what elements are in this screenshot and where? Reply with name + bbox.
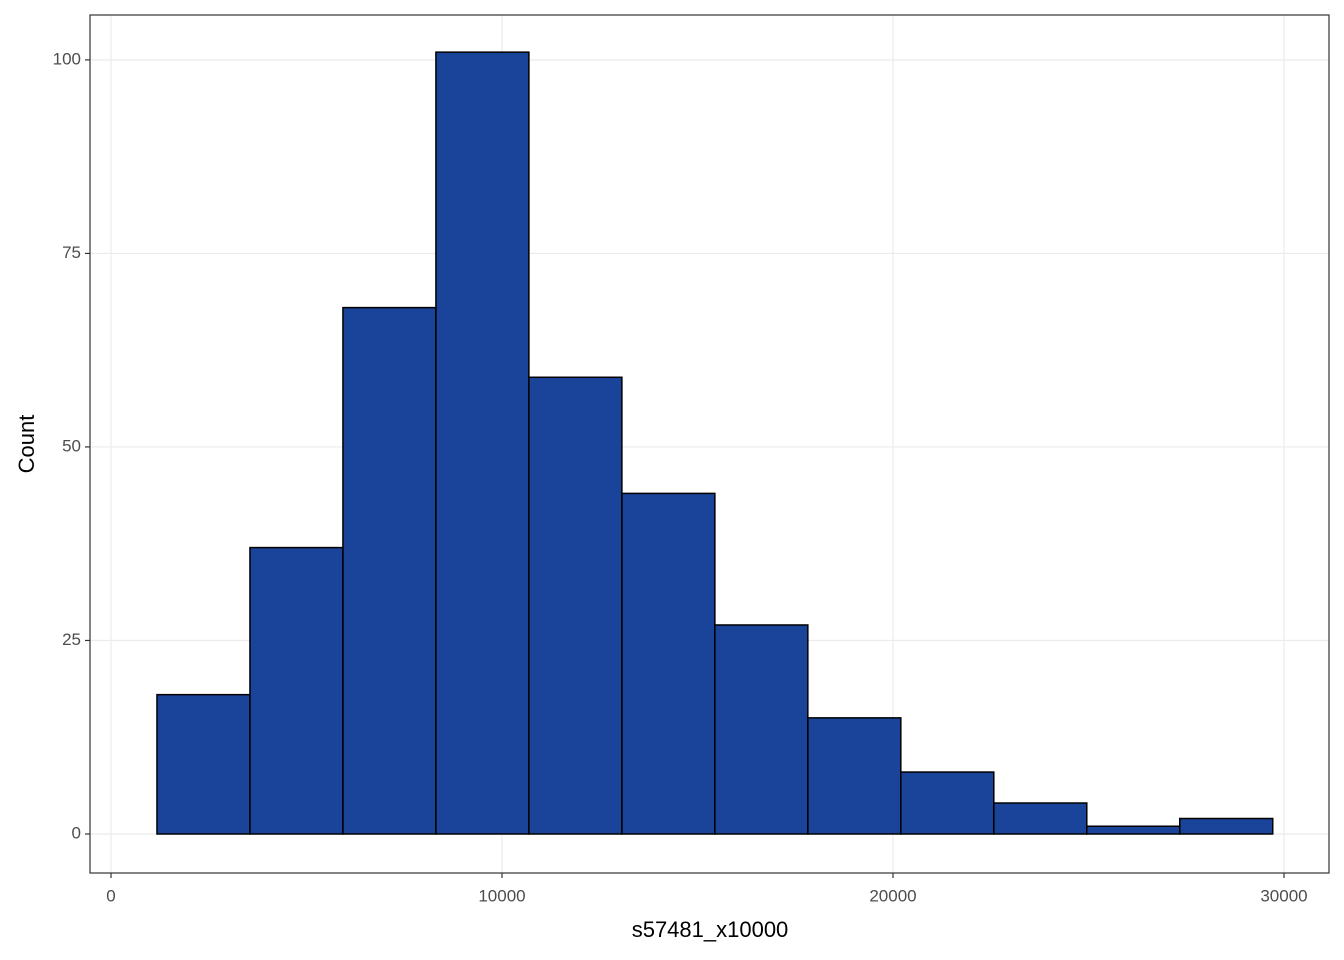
bar (621, 492, 716, 835)
y-tick-label: 75 (62, 243, 81, 262)
bar (342, 306, 437, 835)
bar (993, 802, 1088, 835)
y-tick-label: 25 (62, 630, 81, 649)
bar (900, 771, 995, 835)
x-tick-label: 10000 (478, 886, 525, 905)
y-tick-label: 0 (72, 823, 81, 842)
bar (714, 624, 809, 835)
bar (1179, 817, 1274, 835)
y-tick-label: 100 (53, 49, 81, 68)
bar (156, 693, 251, 835)
plot-border (89, 14, 1330, 874)
bar (528, 376, 623, 835)
bar (249, 546, 344, 835)
bar (1086, 825, 1181, 835)
y-axis-title: Count (14, 415, 39, 474)
bar (435, 51, 530, 835)
x-tick-label: 0 (106, 886, 115, 905)
x-tick-label: 20000 (869, 886, 916, 905)
bar (807, 717, 902, 835)
y-tick-label: 50 (62, 436, 81, 455)
x-tick-label: 30000 (1260, 886, 1307, 905)
x-axis-title: s57481_x10000 (632, 917, 789, 942)
